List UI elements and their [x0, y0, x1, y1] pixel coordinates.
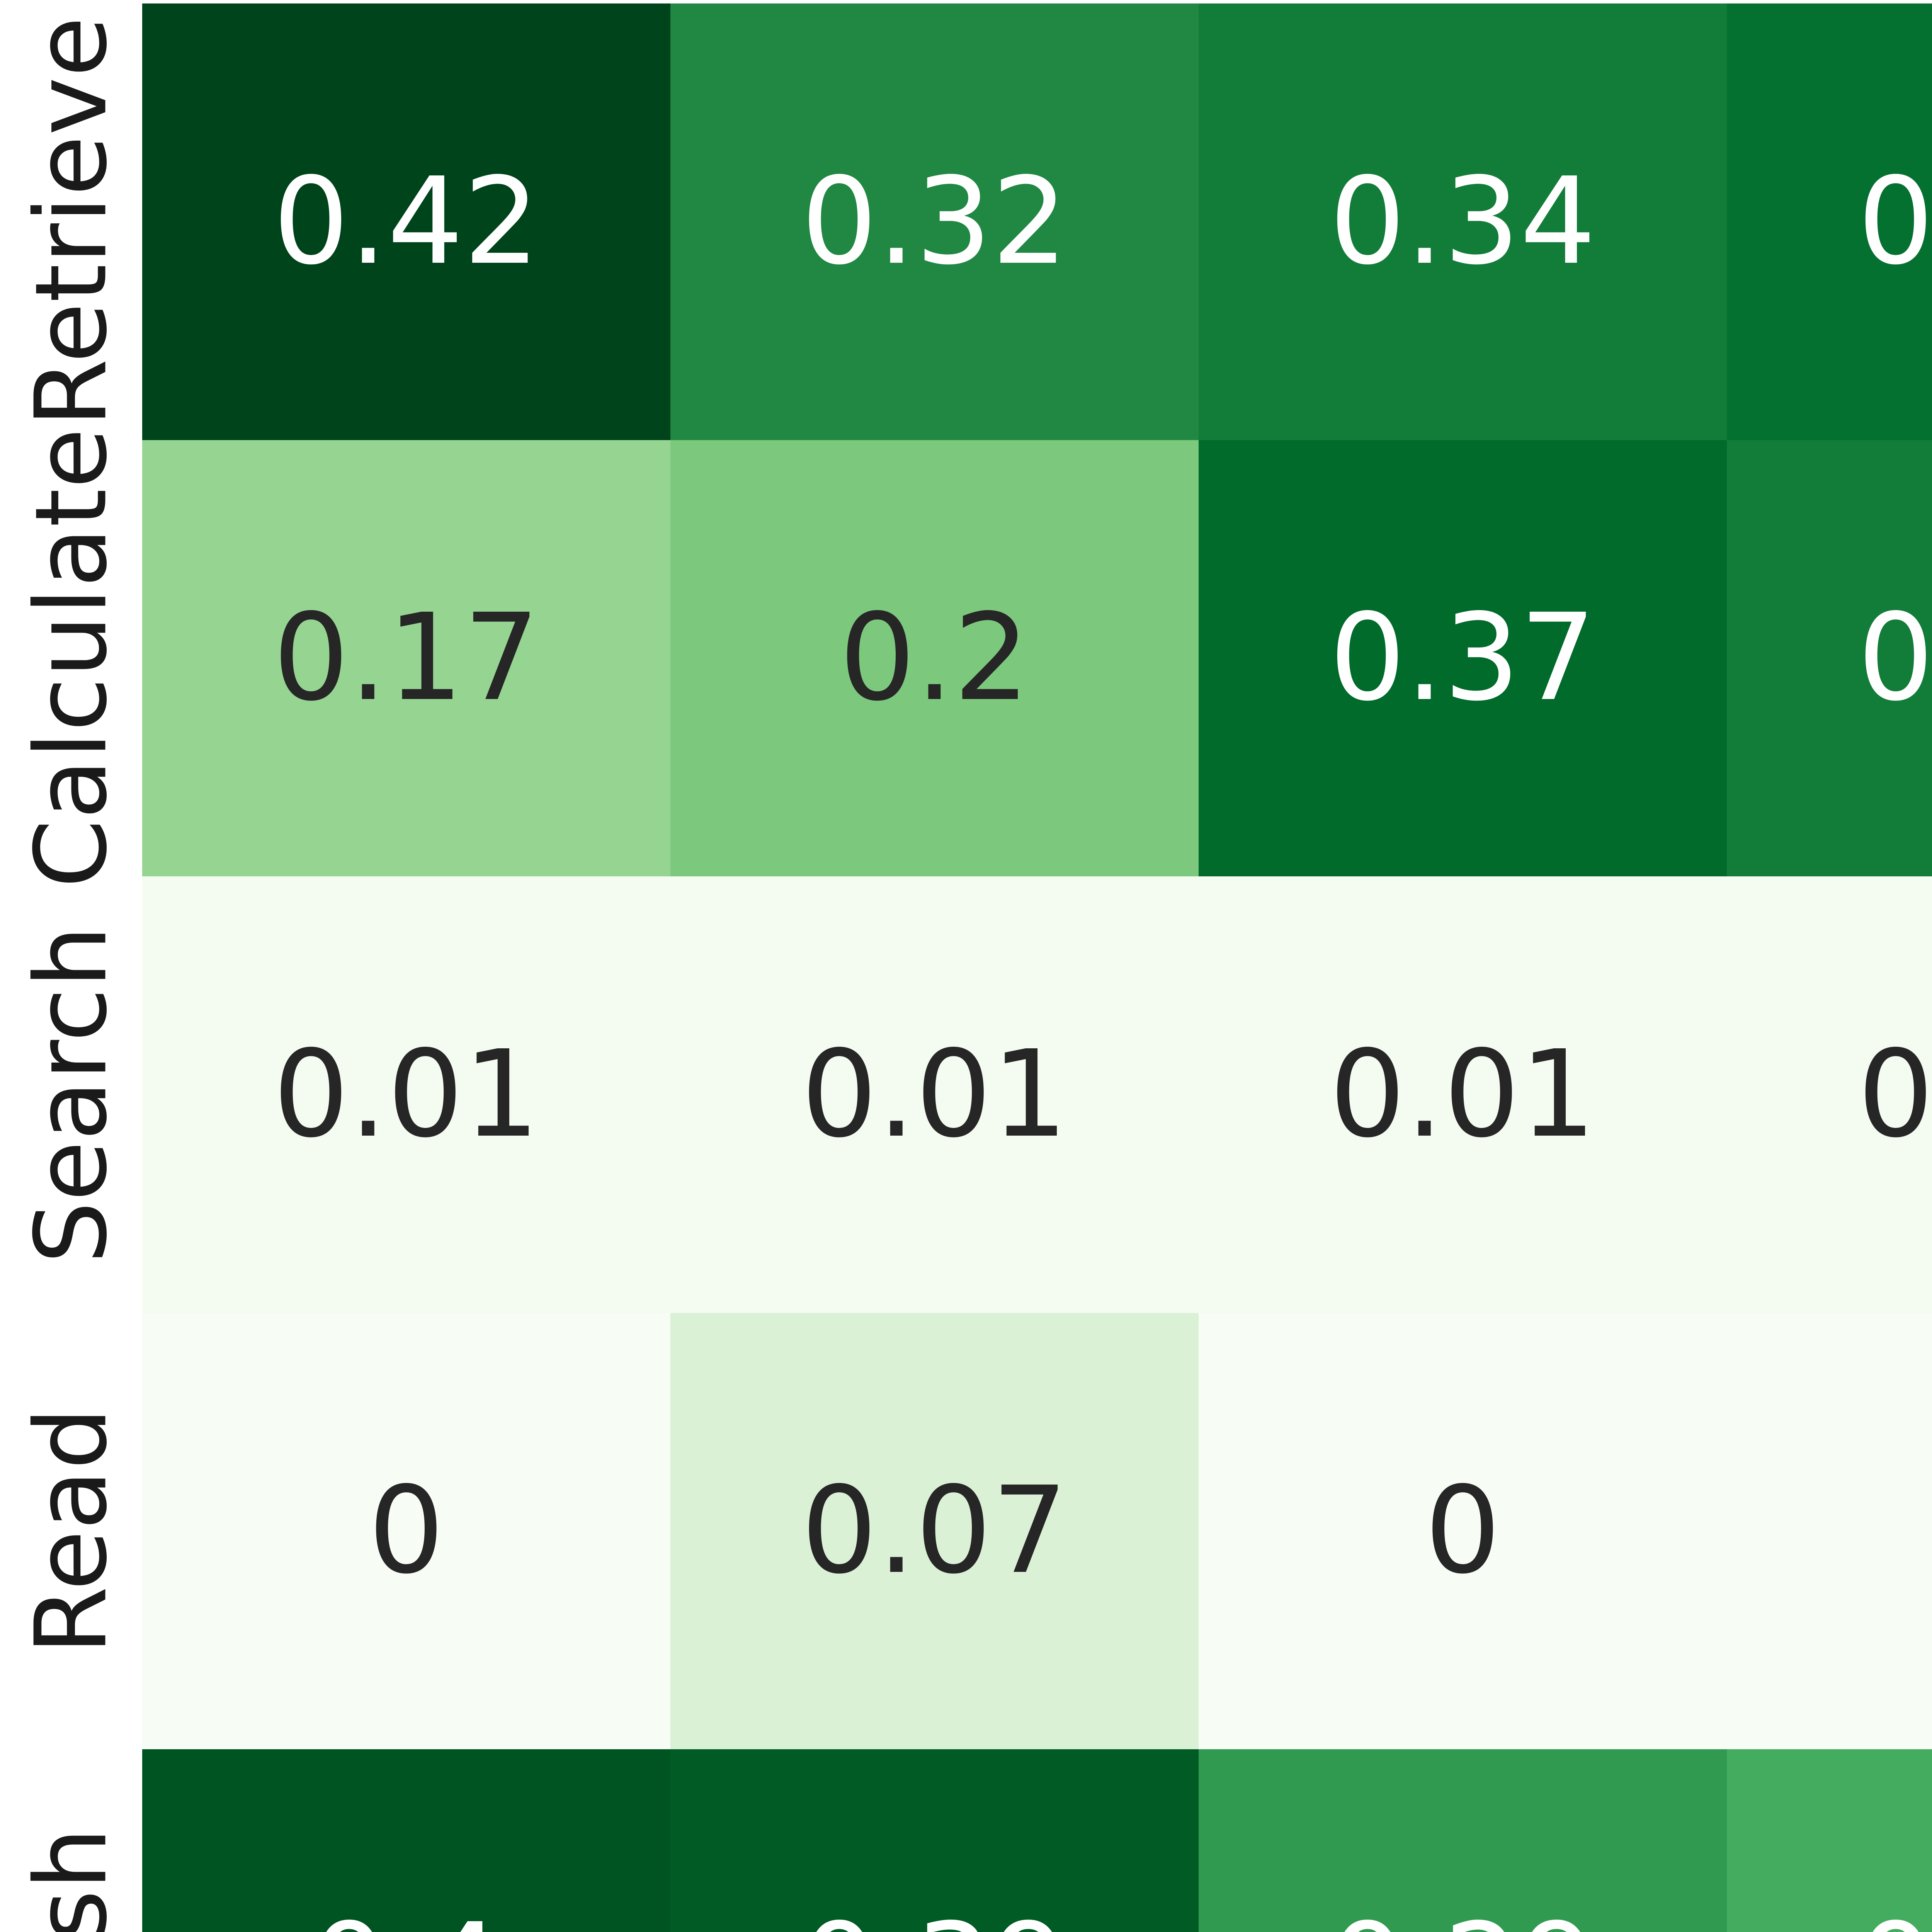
heatmap-cell-finish-crt: 0.29: [1199, 1749, 1727, 1932]
heatmap-cell-calculate-scitab: 0.34: [1727, 440, 1932, 876]
heatmap-cell-finish-scitab: 0.26: [1727, 1749, 1932, 1932]
heatmap-cell-search-scitab: 0.01: [1727, 876, 1932, 1313]
y-tick-label-calculate: Calculate: [14, 428, 129, 888]
heatmap-cell-read-crt: 0: [1199, 1313, 1727, 1749]
heatmap-cell-finish-wtq: 0.4: [142, 1749, 670, 1932]
heatmap-cell-calculate-wtq: 0.17: [142, 440, 670, 876]
heatmap-cell-search-wtq: 0.01: [142, 876, 670, 1313]
y-tick-label-finish: Finish: [14, 1827, 129, 1932]
heatmap-cell-retrieve-tat: 0.32: [670, 3, 1199, 440]
heatmap-cell-search-tat: 0.01: [670, 876, 1199, 1313]
heatmap-cell-retrieve-crt: 0.34: [1199, 3, 1727, 440]
y-tick-label-search: Search: [14, 925, 129, 1264]
heatmap-cell-retrieve-wtq: 0.42: [142, 3, 670, 440]
heatmap-cell-search-crt: 0.01: [1199, 876, 1727, 1313]
heatmap-grid: 0.420.320.340.360.170.20.370.340.010.010…: [142, 3, 1932, 1932]
heatmap-cell-read-wtq: 0: [142, 1313, 670, 1749]
heatmap-cell-read-scitab: 0: [1727, 1313, 1932, 1749]
heatmap-cell-finish-tat: 0.39: [670, 1749, 1199, 1932]
heatmap-cell-read-tat: 0.07: [670, 1313, 1199, 1749]
heatmap-cell-calculate-crt: 0.37: [1199, 440, 1727, 876]
heatmap-cell-retrieve-scitab: 0.36: [1727, 3, 1932, 440]
heatmap-cell-calculate-tat: 0.2: [670, 440, 1199, 876]
y-tick-label-retrieve: Retrieve: [14, 16, 129, 427]
y-tick-label-read: Read: [14, 1407, 129, 1655]
